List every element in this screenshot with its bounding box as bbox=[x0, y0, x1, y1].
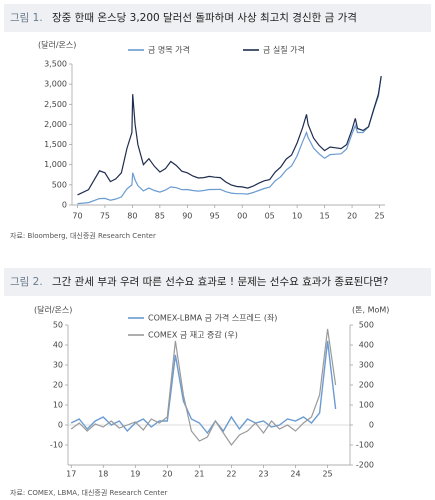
y-tick-label: 50 bbox=[53, 321, 63, 330]
y-tick-label: 0 bbox=[58, 421, 63, 430]
y-tick-label: 40 bbox=[53, 341, 63, 350]
y-tick-label: 2,500 bbox=[44, 100, 67, 109]
x-tick-label: 70 bbox=[72, 212, 82, 221]
x-tick-label: 25 bbox=[374, 212, 384, 221]
legend-label: COMEX 금 재고 증감 (우) bbox=[148, 330, 238, 340]
series-line bbox=[70, 328, 337, 447]
y2-tick-label: 500 bbox=[359, 321, 374, 330]
figure-label: 그림 2. bbox=[10, 276, 43, 288]
y-tick-label: 0 bbox=[62, 201, 67, 210]
header-band bbox=[4, 268, 431, 296]
figure-label: 그림 1. bbox=[10, 12, 43, 24]
chart-title: 장중 한때 온스당 3,200 달러선 돌파하며 사상 최고치 경신한 금 가격 bbox=[52, 11, 357, 24]
legend-label: 금 명목 가격 bbox=[148, 45, 190, 55]
y-unit: (달러/온스) bbox=[34, 306, 72, 315]
x-tick-label: 15 bbox=[320, 212, 330, 221]
y-tick-label: 1,500 bbox=[44, 140, 67, 149]
y2-unit: (톤, MoM) bbox=[352, 306, 389, 315]
y2-tick-label: 100 bbox=[359, 401, 374, 410]
y2-tick-label: 300 bbox=[359, 361, 374, 370]
x-tick-label: 80 bbox=[127, 212, 137, 221]
x-tick-label: 18 bbox=[98, 470, 108, 479]
x-tick-label: 25 bbox=[322, 470, 332, 479]
source: 자료: Bloomberg, 대신증권 Research Center bbox=[10, 231, 156, 240]
x-tick-label: 20 bbox=[162, 470, 172, 479]
y-unit: (달러/온스) bbox=[38, 41, 76, 50]
series-line bbox=[70, 340, 337, 435]
series-line bbox=[77, 76, 382, 205]
y2-tick-label: -200 bbox=[356, 461, 374, 470]
x-tick-label: 17 bbox=[66, 470, 76, 479]
y2-tick-label: 0 bbox=[369, 421, 374, 430]
y-tick-label: 10 bbox=[53, 401, 63, 410]
y-tick-label: 3,500 bbox=[44, 60, 67, 69]
x-tick-label: 85 bbox=[155, 212, 165, 221]
y-tick-label: -10 bbox=[50, 441, 63, 450]
x-tick-label: 00 bbox=[237, 212, 247, 221]
y2-tick-label: 200 bbox=[359, 381, 374, 390]
x-tick-label: 24 bbox=[290, 470, 300, 479]
x-tick-label: 20 bbox=[347, 212, 357, 221]
x-tick-label: 75 bbox=[100, 212, 110, 221]
y-tick-label: 3,000 bbox=[44, 80, 67, 89]
x-tick-label: 95 bbox=[210, 212, 220, 221]
y2-tick-label: 400 bbox=[359, 341, 374, 350]
y-tick-label: 30 bbox=[53, 361, 63, 370]
x-tick-label: 23 bbox=[258, 470, 268, 479]
y-tick-label: 20 bbox=[53, 381, 63, 390]
header-band bbox=[4, 4, 431, 32]
x-tick-label: 05 bbox=[265, 212, 275, 221]
legend-label: 금 실질 가격 bbox=[263, 45, 305, 55]
y-tick-label: 1,000 bbox=[44, 160, 67, 169]
chart-title: 그간 관세 부과 우려 따른 선수요 효과로 ! 문제는 선수요 효과가 종료된… bbox=[52, 276, 388, 288]
x-tick-label: 90 bbox=[182, 212, 192, 221]
x-tick-label: 19 bbox=[130, 470, 140, 479]
y2-tick-label: -100 bbox=[356, 441, 374, 450]
series-line bbox=[77, 76, 382, 196]
y-tick-label: 500 bbox=[52, 180, 67, 189]
x-tick-label: 10 bbox=[292, 212, 302, 221]
x-tick-label: 22 bbox=[226, 470, 236, 479]
legend-label: COMEX-LBMA 금 가격 스프레드 (좌) bbox=[148, 313, 277, 323]
y-tick-label: 2,000 bbox=[44, 120, 67, 129]
source: 자료: COMEX, LBMA, 대신증권 Research Center bbox=[10, 488, 168, 497]
x-tick-label: 21 bbox=[194, 470, 204, 479]
